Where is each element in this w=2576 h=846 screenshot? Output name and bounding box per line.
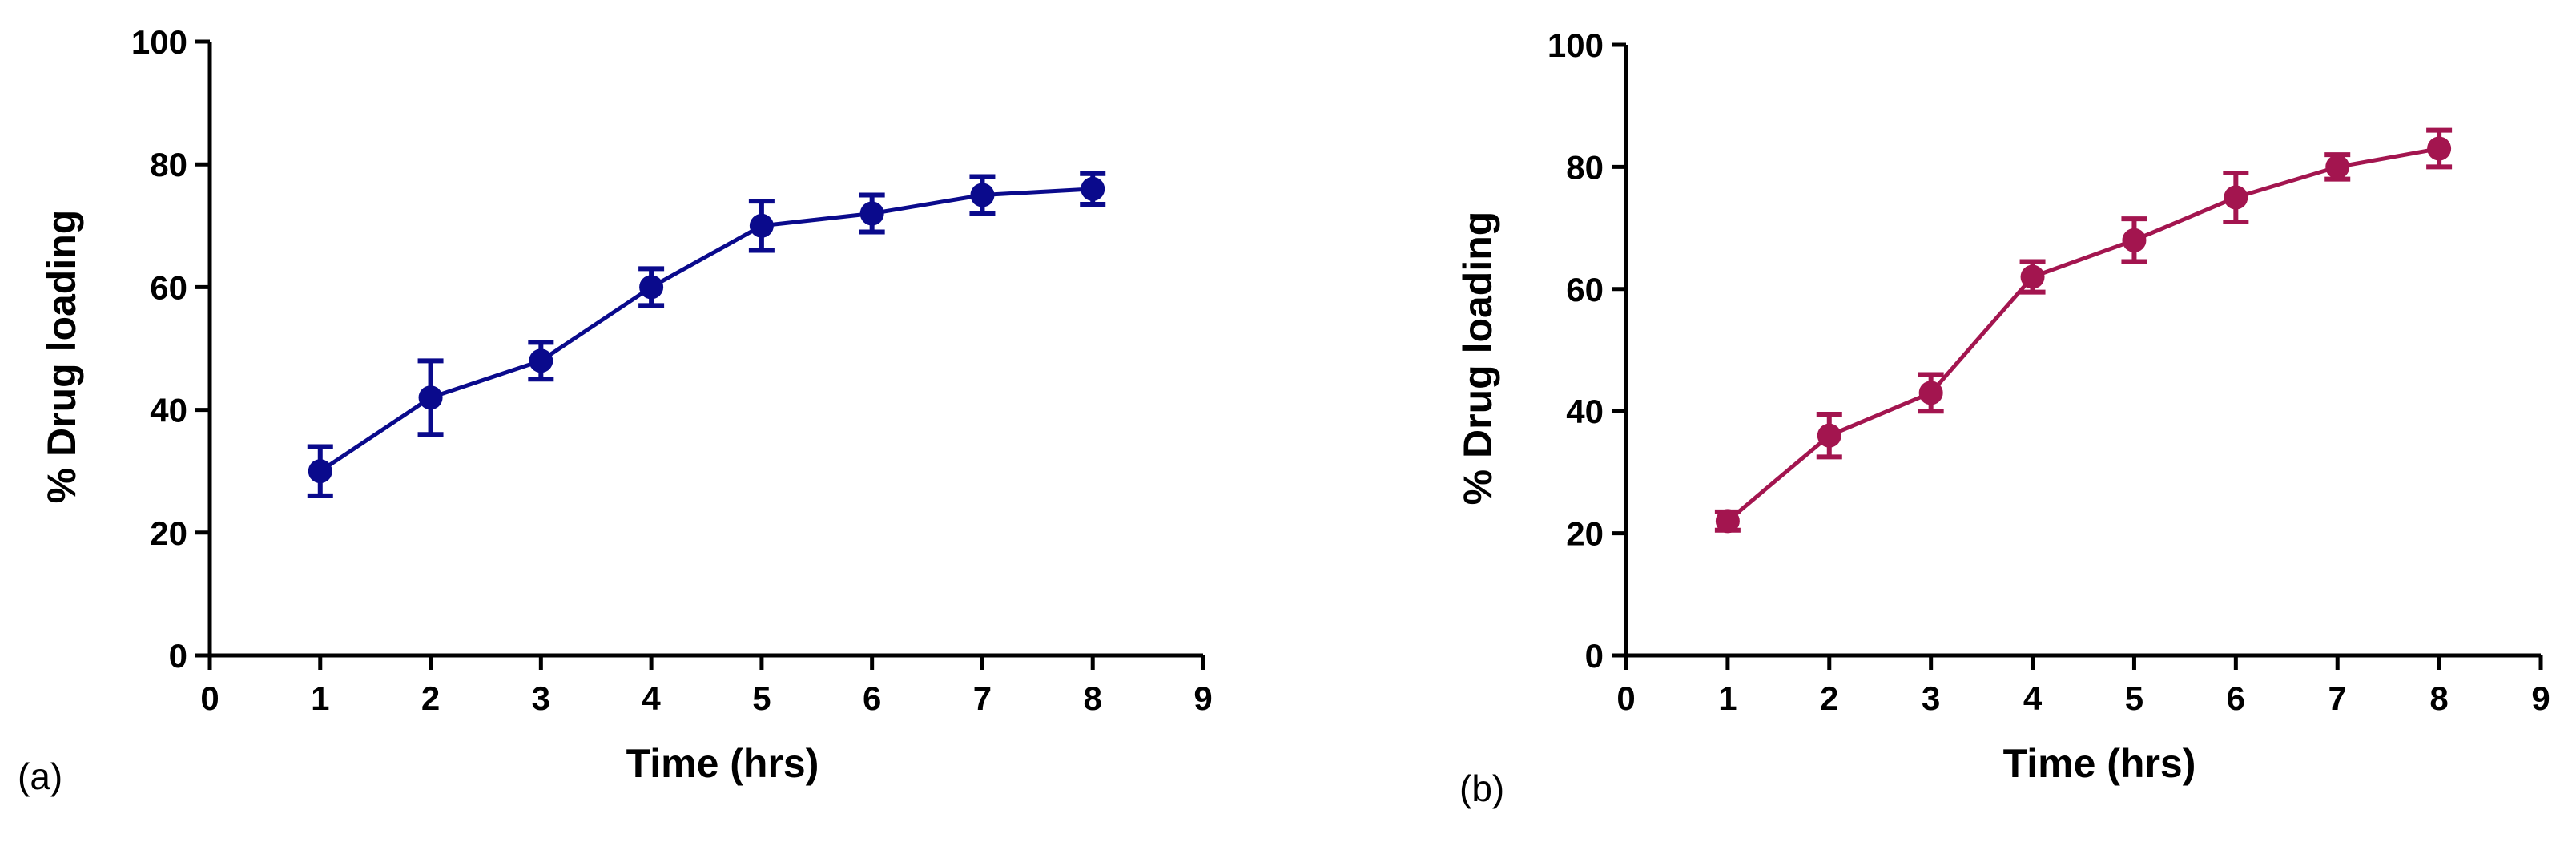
y-axis-title: % Drug loading	[1455, 212, 1500, 506]
x-axis-title: Time (hrs)	[2003, 741, 2196, 786]
data-point	[1918, 381, 1943, 405]
x-tick-label: 1	[1718, 679, 1737, 717]
x-tick-label: 9	[2531, 679, 2550, 717]
data-point	[859, 201, 884, 226]
x-tick-label: 5	[752, 679, 771, 717]
y-tick-label: 40	[1566, 393, 1604, 430]
x-tick-label: 5	[2125, 679, 2143, 717]
x-tick-label: 4	[2023, 679, 2043, 717]
x-tick-label: 9	[1193, 679, 1212, 717]
data-point	[2224, 185, 2248, 210]
x-tick-label: 0	[1616, 679, 1635, 717]
x-tick-label: 2	[421, 679, 440, 717]
data-point	[970, 183, 995, 207]
data-point	[749, 213, 774, 238]
data-point	[2427, 136, 2452, 161]
data-point	[1817, 423, 1841, 448]
y-tick-label: 60	[1566, 271, 1604, 308]
y-tick-label: 20	[150, 514, 187, 552]
chart-panel-b: 0 20 40 60 80 100 0 1 2 3 4 5 6 7 8 9 Time (hrs) % Drug l…	[1455, 26, 2550, 809]
x-tick-label: 3	[1922, 679, 1940, 717]
data-point	[1715, 509, 1740, 534]
data-point	[2325, 155, 2350, 179]
y-tick-label: 80	[1566, 148, 1604, 186]
y-tick-label: 60	[150, 268, 187, 306]
y-tick-label: 40	[150, 392, 187, 429]
x-tick-label: 1	[311, 679, 329, 717]
x-tick-label: 7	[2328, 679, 2347, 717]
data-point	[418, 385, 443, 410]
data-point	[1081, 176, 1105, 201]
y-axis-title: % Drug loading	[39, 210, 84, 504]
x-tick-label: 6	[863, 679, 881, 717]
data-point	[2020, 264, 2045, 289]
data-point	[529, 348, 553, 373]
x-tick-label: 3	[532, 679, 550, 717]
y-tick-label: 20	[1566, 515, 1604, 553]
panel-label: (a)	[18, 755, 62, 797]
x-tick-label: 8	[2429, 679, 2448, 717]
x-tick-label: 4	[642, 679, 661, 717]
y-tick-label: 0	[1585, 637, 1604, 675]
data-point	[639, 275, 664, 300]
x-tick-label: 0	[200, 679, 219, 717]
x-axis-title: Time (hrs)	[626, 741, 819, 786]
series-line	[319, 187, 1093, 473]
y-tick-label: 0	[169, 637, 187, 675]
panel-label: (b)	[1459, 767, 1504, 809]
y-tick-label: 100	[131, 23, 187, 61]
x-tick-label: 8	[1084, 679, 1102, 717]
y-tick-label: 100	[1548, 26, 1604, 64]
x-tick-label: 2	[1820, 679, 1838, 717]
chart-panel-a: 0 20 40 60 80 100 0 1 2 3 4 5 6 7 8 9 Time (hrs) % Drug l…	[18, 23, 1213, 797]
x-tick-label: 7	[973, 679, 992, 717]
series-line	[1726, 147, 2440, 523]
y-tick-label: 80	[150, 146, 187, 183]
x-tick-label: 6	[2227, 679, 2245, 717]
data-point	[2122, 228, 2147, 252]
data-point	[308, 459, 332, 484]
